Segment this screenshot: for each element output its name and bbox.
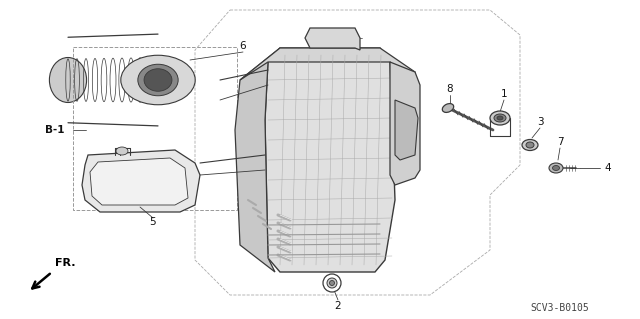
Polygon shape bbox=[90, 158, 188, 205]
Ellipse shape bbox=[497, 116, 503, 120]
Ellipse shape bbox=[549, 163, 563, 173]
Text: 3: 3 bbox=[537, 117, 543, 127]
Ellipse shape bbox=[490, 111, 510, 125]
Ellipse shape bbox=[442, 104, 454, 112]
Polygon shape bbox=[265, 48, 395, 272]
Polygon shape bbox=[240, 48, 415, 85]
Polygon shape bbox=[395, 100, 418, 160]
Ellipse shape bbox=[121, 55, 195, 105]
Ellipse shape bbox=[522, 139, 538, 151]
Text: 2: 2 bbox=[335, 301, 341, 311]
Text: SCV3-B0105: SCV3-B0105 bbox=[531, 303, 589, 313]
Polygon shape bbox=[305, 28, 360, 50]
Text: 4: 4 bbox=[605, 163, 611, 173]
Polygon shape bbox=[235, 48, 280, 272]
Text: 5: 5 bbox=[150, 217, 156, 227]
Ellipse shape bbox=[552, 166, 559, 170]
Ellipse shape bbox=[144, 69, 172, 91]
Text: 6: 6 bbox=[240, 41, 246, 51]
Text: 8: 8 bbox=[447, 84, 453, 94]
Ellipse shape bbox=[116, 147, 128, 155]
Text: FR.: FR. bbox=[55, 258, 76, 268]
Ellipse shape bbox=[526, 142, 534, 148]
Ellipse shape bbox=[49, 57, 86, 102]
Ellipse shape bbox=[494, 114, 506, 122]
Polygon shape bbox=[390, 62, 420, 185]
Ellipse shape bbox=[138, 64, 178, 96]
Ellipse shape bbox=[327, 278, 337, 288]
Ellipse shape bbox=[330, 280, 335, 286]
Text: 7: 7 bbox=[557, 137, 563, 147]
Polygon shape bbox=[82, 150, 200, 212]
Text: 1: 1 bbox=[500, 89, 508, 99]
Text: B-1: B-1 bbox=[45, 125, 65, 135]
Ellipse shape bbox=[323, 274, 341, 292]
